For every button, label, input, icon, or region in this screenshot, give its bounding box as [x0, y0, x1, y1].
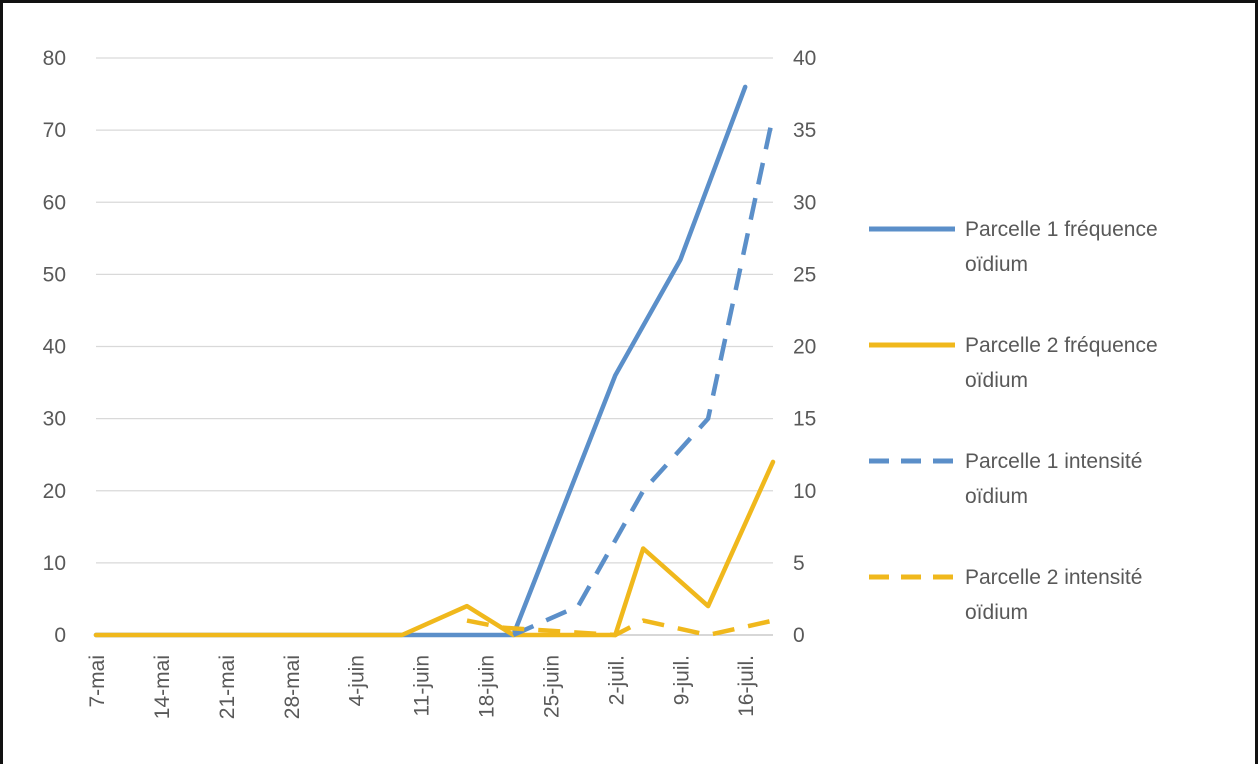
x-tick-label: 7-mai: [86, 655, 109, 708]
y-right-tick-label: 5: [793, 552, 805, 575]
series-line-3: [512, 115, 776, 638]
y-left-tick-label: 50: [43, 263, 66, 286]
x-tick-label: 2-juil.: [605, 655, 628, 705]
series-lines: [93, 84, 776, 638]
x-tick-label: 28-mai: [281, 655, 304, 719]
y-right-tick-label: 0: [793, 624, 805, 647]
legend-label: Parcelle 1 intensité: [965, 450, 1142, 473]
x-tick-label: 18-juin: [476, 655, 499, 718]
x-tick-label: 9-juil.: [670, 655, 693, 705]
y-left-tick-label: 30: [43, 408, 66, 431]
x-tick-label: 4-juin: [346, 655, 369, 706]
legend: Parcelle 1 fréquence oïdium Parcelle 2 fré…: [869, 218, 1158, 624]
legend-label: oïdium: [965, 485, 1028, 508]
y-left-tick-label: 0: [54, 624, 66, 647]
x-tick-label: 25-juin: [540, 655, 563, 718]
x-tick-label: 11-juin: [411, 655, 434, 716]
x-axis: 7-mai 14-mai 21-mai 28-mai 4-juin 11-juin 18-j…: [86, 655, 758, 719]
y-right-tick-label: 40: [793, 47, 816, 70]
legend-label: oïdium: [965, 253, 1028, 276]
legend-label: Parcelle 2 intensité: [965, 566, 1142, 589]
legend-label: oïdium: [965, 369, 1028, 392]
y-right-tick-label: 25: [793, 263, 816, 286]
series-line-2: [93, 459, 776, 638]
y-left-tick-label: 40: [43, 336, 66, 359]
y-axis-right-ticks: 0 5 10 15 20 25 30 35 40: [793, 47, 816, 647]
legend-label: oïdium: [965, 601, 1028, 624]
y-left-tick-label: 70: [43, 119, 66, 142]
y-left-tick-label: 80: [43, 47, 66, 70]
legend-label: Parcelle 2 fréquence: [965, 334, 1158, 357]
line-chart: 0 10 20 30 40 50 60 70 80 0 5 10 15 20 25 30 35 40 7-mai…: [43, 47, 1158, 719]
series-line-4: [466, 618, 774, 638]
legend-label: Parcelle 1 fréquence: [965, 218, 1158, 241]
y-right-tick-label: 15: [793, 408, 816, 431]
x-tick-label: 21-mai: [216, 655, 239, 719]
x-tick-label: 14-mai: [151, 655, 174, 719]
x-tick-label: 16-juil.: [735, 655, 758, 717]
y-left-tick-label: 20: [43, 480, 66, 503]
y-right-tick-label: 10: [793, 480, 816, 503]
gridlines: [96, 57, 773, 636]
y-right-tick-label: 20: [793, 336, 816, 359]
y-left-tick-label: 10: [43, 552, 66, 575]
y-right-tick-label: 35: [793, 119, 816, 142]
y-axis-left-ticks: 0 10 20 30 40 50 60 70 80: [43, 47, 66, 647]
y-left-tick-label: 60: [43, 191, 66, 214]
y-right-tick-label: 30: [793, 191, 816, 214]
